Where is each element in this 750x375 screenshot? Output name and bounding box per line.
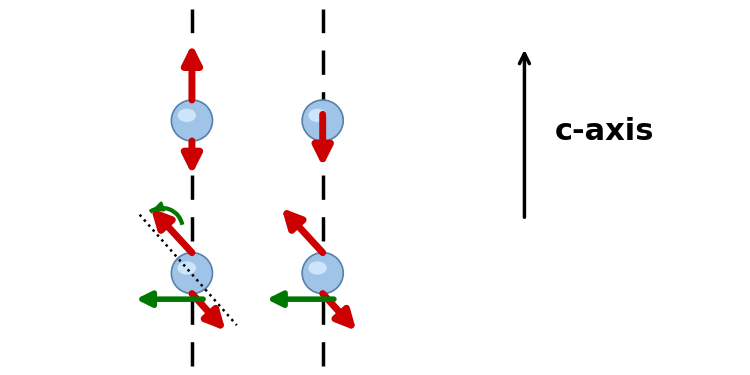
Ellipse shape [172, 254, 211, 292]
Ellipse shape [308, 261, 327, 274]
Ellipse shape [178, 261, 196, 274]
Ellipse shape [302, 100, 344, 141]
Ellipse shape [172, 101, 211, 140]
Ellipse shape [303, 254, 342, 292]
Ellipse shape [172, 100, 212, 141]
Ellipse shape [302, 253, 344, 294]
Ellipse shape [303, 101, 342, 140]
Ellipse shape [178, 109, 196, 122]
Ellipse shape [308, 109, 327, 122]
Ellipse shape [172, 253, 212, 294]
Text: c-axis: c-axis [554, 117, 654, 146]
